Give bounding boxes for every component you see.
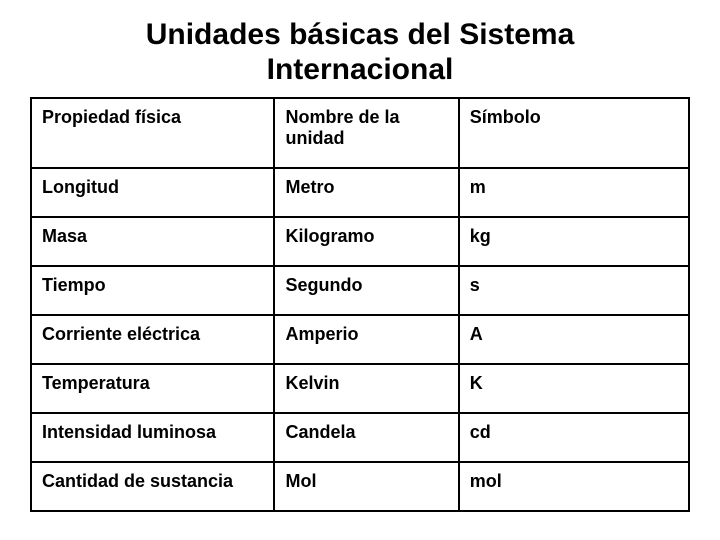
col-header-unit: Nombre de la unidad xyxy=(274,98,458,168)
page-title: Unidades básicas del Sistema Internacion… xyxy=(30,18,690,87)
table-row: Temperatura Kelvin K xyxy=(31,364,689,413)
cell-property: Masa xyxy=(31,217,274,266)
cell-property: Longitud xyxy=(31,168,274,217)
cell-unit: Segundo xyxy=(274,266,458,315)
cell-unit: Kelvin xyxy=(274,364,458,413)
table-row: Tiempo Segundo s xyxy=(31,266,689,315)
cell-property: Temperatura xyxy=(31,364,274,413)
cell-symbol: m xyxy=(459,168,689,217)
cell-property: Cantidad de sustancia xyxy=(31,462,274,511)
cell-unit: Kilogramo xyxy=(274,217,458,266)
si-units-table: Propiedad física Nombre de la unidad Sím… xyxy=(30,97,690,512)
cell-symbol: K xyxy=(459,364,689,413)
cell-unit: Amperio xyxy=(274,315,458,364)
table-row: Intensidad luminosa Candela cd xyxy=(31,413,689,462)
cell-unit: Metro xyxy=(274,168,458,217)
cell-symbol: A xyxy=(459,315,689,364)
cell-property: Tiempo xyxy=(31,266,274,315)
table-row: Masa Kilogramo kg xyxy=(31,217,689,266)
cell-property: Intensidad luminosa xyxy=(31,413,274,462)
table-row: Corriente eléctrica Amperio A xyxy=(31,315,689,364)
table-row: Cantidad de sustancia Mol mol xyxy=(31,462,689,511)
col-header-symbol: Símbolo xyxy=(459,98,689,168)
cell-symbol: cd xyxy=(459,413,689,462)
cell-symbol: mol xyxy=(459,462,689,511)
cell-unit: Candela xyxy=(274,413,458,462)
cell-symbol: s xyxy=(459,266,689,315)
table-row: Longitud Metro m xyxy=(31,168,689,217)
col-header-property: Propiedad física xyxy=(31,98,274,168)
cell-unit: Mol xyxy=(274,462,458,511)
cell-property: Corriente eléctrica xyxy=(31,315,274,364)
table-header-row: Propiedad física Nombre de la unidad Sím… xyxy=(31,98,689,168)
cell-symbol: kg xyxy=(459,217,689,266)
